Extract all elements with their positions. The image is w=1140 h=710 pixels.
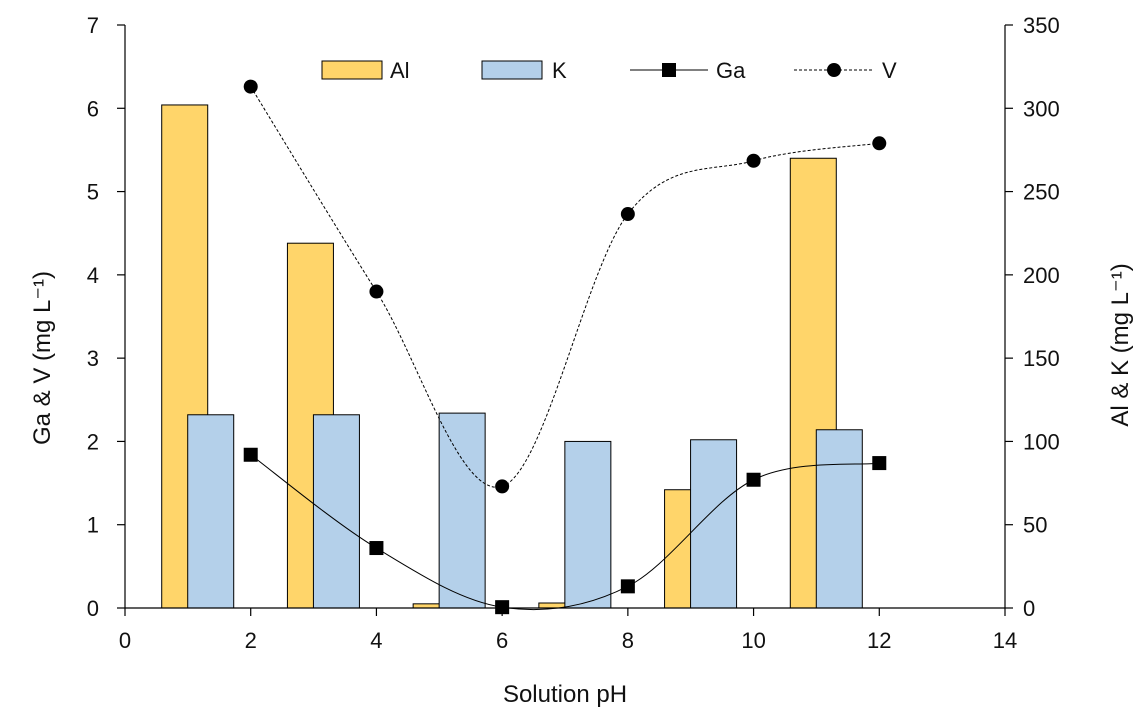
y-left-tick-label-6: 6 — [87, 96, 99, 121]
x-tick-label-4: 8 — [622, 628, 634, 653]
legend-marker-ga — [662, 63, 676, 77]
point-v-3 — [620, 207, 635, 222]
legend-swatch-k — [481, 60, 543, 80]
y-axis-left-title: Ga & V (mg L⁻¹) — [29, 271, 56, 445]
y-left-tick-label-1: 1 — [87, 513, 99, 538]
legend-label-al: Al — [390, 58, 410, 83]
point-v-2 — [495, 479, 510, 494]
point-v-5 — [872, 136, 887, 151]
point-ga-4 — [746, 472, 761, 487]
y-left-tick-label-5: 5 — [87, 180, 99, 205]
lines-layer — [243, 79, 887, 615]
legend: Al K Ga V — [321, 58, 897, 83]
line-ga — [250, 454, 880, 611]
point-ga-5 — [872, 456, 887, 471]
bar-k-1 — [312, 414, 360, 609]
y-right-tick-label-3: 150 — [1023, 346, 1060, 371]
y-axis-right-title: Al & K (mg L⁻¹) — [1107, 263, 1134, 426]
y-right-tick-label-1: 50 — [1023, 513, 1047, 538]
x-tick-label-1: 2 — [245, 628, 257, 653]
y-right-tick-label-2: 100 — [1023, 429, 1060, 454]
legend-label-k: K — [552, 58, 567, 83]
y-right-tick-label-0: 0 — [1023, 596, 1035, 621]
x-tick-label-6: 12 — [867, 628, 891, 653]
y-left-tick-label-3: 3 — [87, 346, 99, 371]
x-tick-label-3: 6 — [496, 628, 508, 653]
y-right-tick-label-4: 200 — [1023, 263, 1060, 288]
legend-label-ga: Ga — [716, 58, 746, 83]
x-tick-label-5: 10 — [741, 628, 765, 653]
x-tick-label-2: 4 — [370, 628, 382, 653]
legend-label-v: V — [882, 58, 897, 83]
bar-k-3 — [564, 440, 612, 609]
bar-k-2 — [438, 412, 486, 609]
point-v-0 — [243, 79, 258, 94]
y-left-tick-label-0: 0 — [87, 596, 99, 621]
legend-marker-v — [827, 63, 841, 77]
y-right-tick-label-7: 350 — [1023, 13, 1060, 38]
point-ga-1 — [369, 541, 384, 556]
x-tick-label-0: 0 — [119, 628, 131, 653]
bar-k-0 — [187, 414, 235, 609]
point-ga-2 — [495, 600, 510, 615]
y-left-tick-label-4: 4 — [87, 263, 99, 288]
x-tick-label-7: 14 — [993, 628, 1017, 653]
legend-swatch-al — [321, 60, 383, 80]
bar-k-4 — [690, 439, 738, 609]
y-right-tick-label-5: 250 — [1023, 180, 1060, 205]
x-axis-title: Solution pH — [503, 681, 627, 708]
y-right-tick-label-6: 300 — [1023, 96, 1060, 121]
point-ga-3 — [620, 579, 635, 594]
y-left-tick-label-2: 2 — [87, 429, 99, 454]
bars-layer — [161, 104, 863, 609]
point-ga-0 — [243, 447, 258, 462]
point-v-4 — [746, 153, 761, 168]
y-left-tick-label-7: 7 — [87, 13, 99, 38]
line-v — [250, 86, 880, 488]
point-v-1 — [369, 284, 384, 299]
bar-k-5 — [815, 429, 863, 609]
